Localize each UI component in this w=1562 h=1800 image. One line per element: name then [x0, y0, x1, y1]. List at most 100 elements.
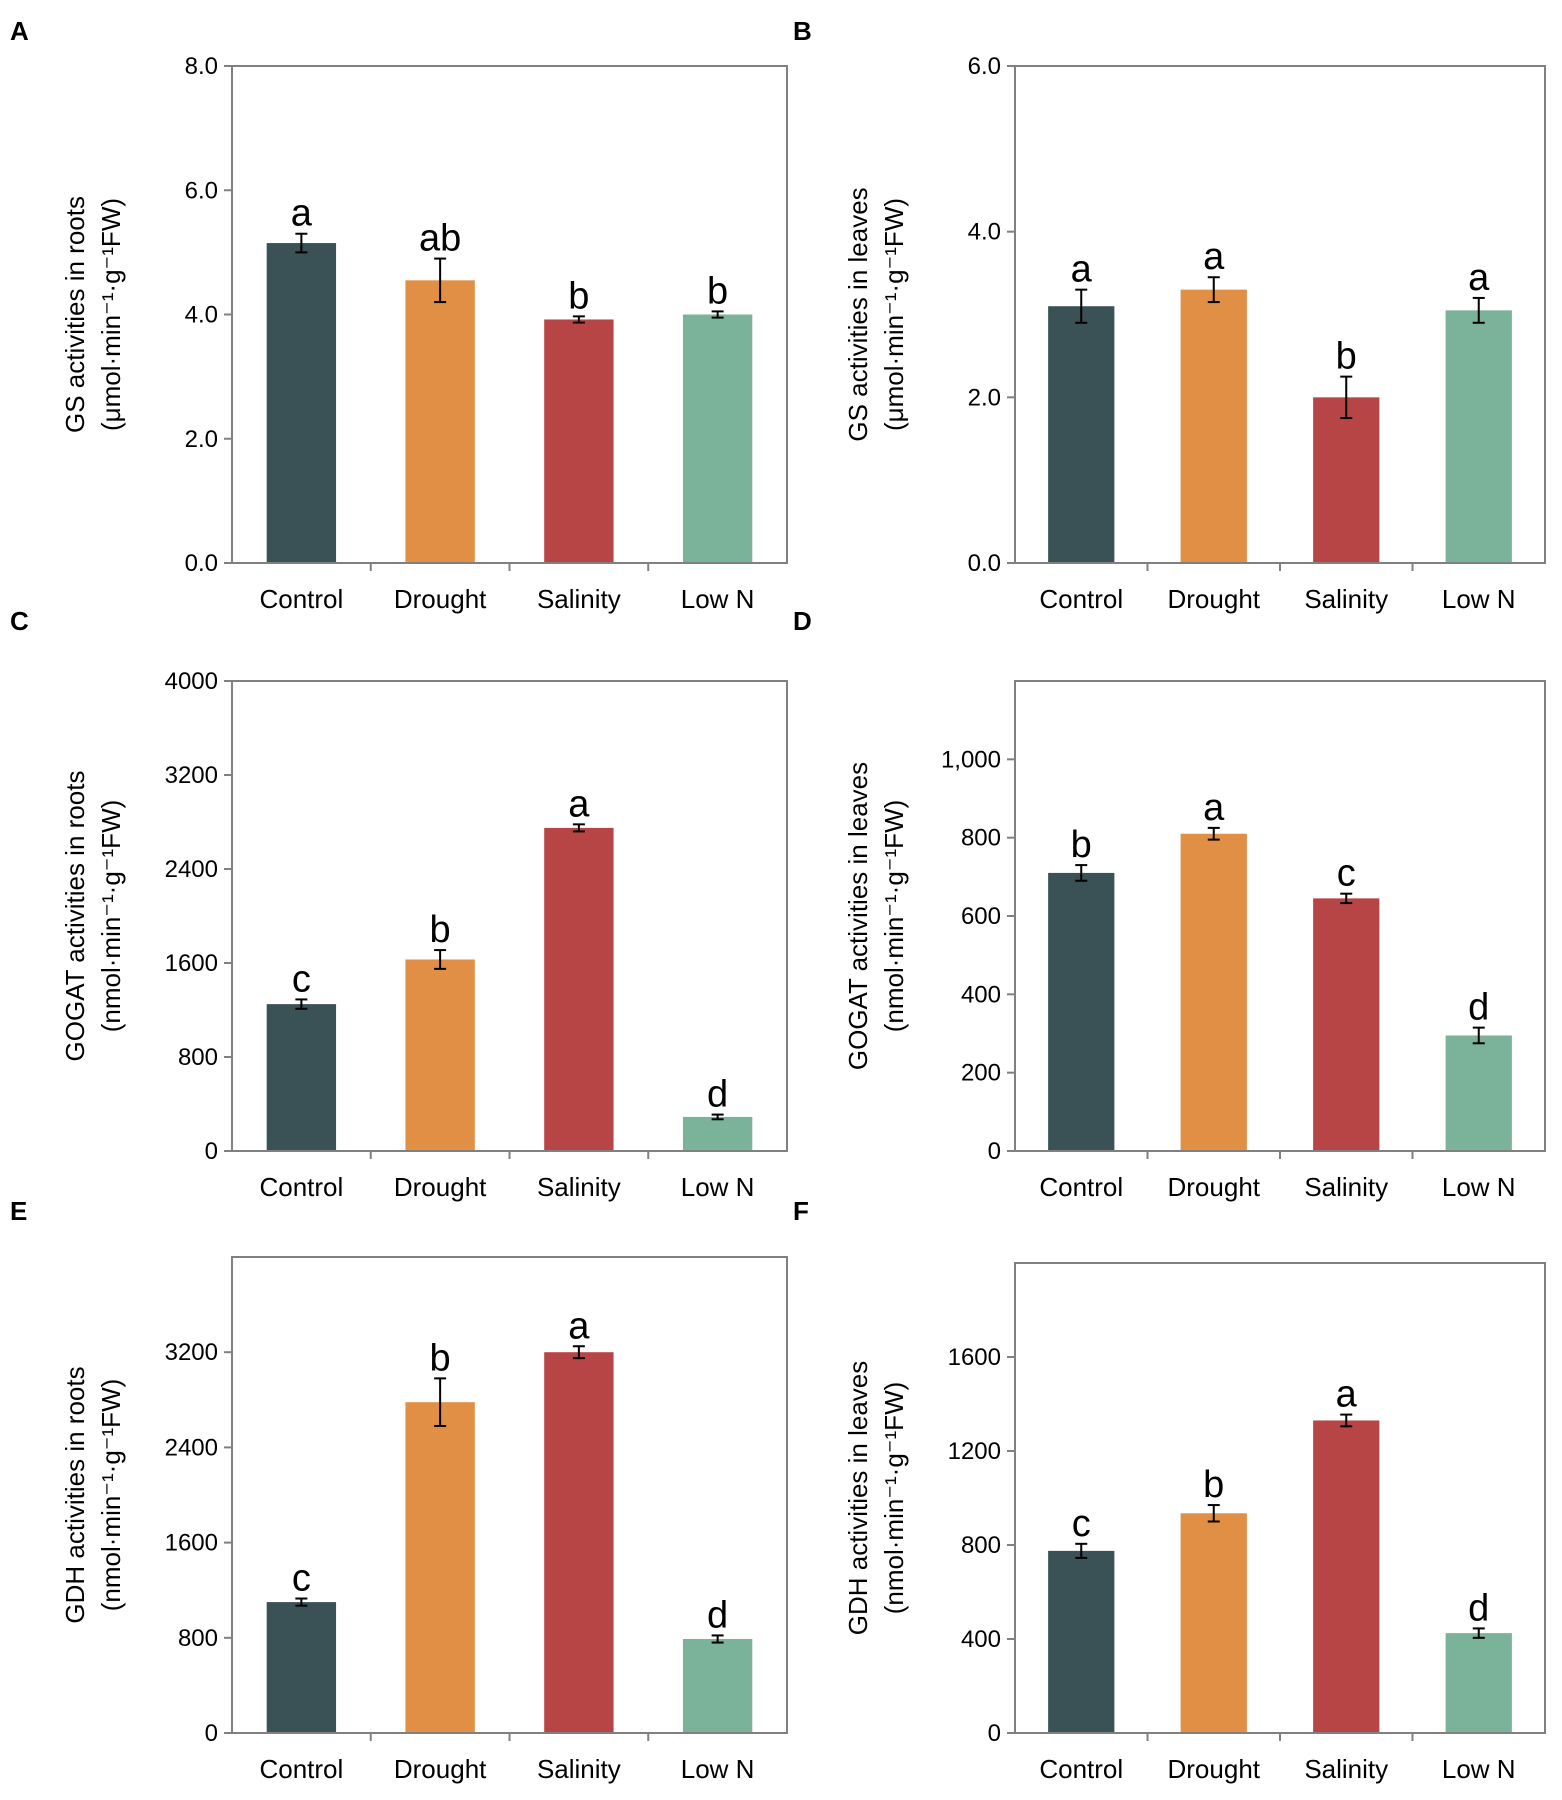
- panel-letter: D: [793, 606, 812, 636]
- significance-label: ab: [419, 218, 461, 260]
- panel-c: C GOGAT activities in roots (nmol·min⁻¹·g⁻…: [10, 606, 788, 1202]
- significance-label: a: [1071, 249, 1093, 291]
- x-tick-label: Control: [1039, 1172, 1123, 1202]
- significance-label: a: [1203, 787, 1225, 829]
- y-axis-label: GS activities in roots: [60, 196, 90, 433]
- panel-b: B GS activities in leaves (μmol·min⁻¹·g⁻¹F…: [793, 16, 1546, 614]
- bar-drought: [405, 959, 475, 1151]
- x-tick-label: Drought: [1168, 1172, 1261, 1202]
- x-tick-label: Low N: [1442, 1754, 1516, 1784]
- panel-d: D GOGAT activities in leaves (nmol·min⁻¹·g…: [793, 606, 1546, 1202]
- y-tick-label: 2.0: [185, 426, 218, 453]
- significance-label: b: [1071, 824, 1092, 866]
- y-tick-label: 6.0: [185, 177, 218, 204]
- panel-a: A GS activities in roots (μmol·min⁻¹·g⁻¹FW…: [10, 16, 788, 614]
- bar-low-n: [1445, 310, 1512, 563]
- y-axis-unit-label: (nmol·min⁻¹·g⁻¹FW): [879, 1382, 909, 1615]
- significance-label: b: [430, 909, 451, 951]
- panel-letter: E: [10, 1196, 27, 1226]
- plot-frame: [231, 680, 788, 1152]
- significance-label: d: [707, 1594, 728, 1636]
- y-tick-label: 200: [961, 1060, 1001, 1087]
- bar-drought: [405, 280, 475, 563]
- y-tick-label: 800: [178, 1625, 218, 1652]
- y-axis-label: GDH activities in leaves: [843, 1361, 873, 1636]
- x-tick-label: Drought: [394, 1754, 487, 1784]
- plot-frame: [1014, 1262, 1546, 1734]
- y-tick-label: 0: [988, 1720, 1001, 1747]
- x-tick-label: Salinity: [1304, 584, 1388, 614]
- y-tick-label: 2400: [165, 856, 218, 883]
- bar-drought: [1180, 833, 1247, 1151]
- y-tick-label: 6.0: [968, 53, 1001, 80]
- bar-low-n: [682, 314, 753, 563]
- y-tick-label: 0: [205, 1138, 218, 1165]
- x-tick-label: Drought: [1168, 584, 1261, 614]
- bar-low-n: [682, 1638, 753, 1733]
- bar-salinity: [1313, 898, 1380, 1151]
- bar-drought: [1180, 289, 1247, 563]
- significance-label: b: [568, 275, 589, 317]
- y-tick-label: 800: [961, 1532, 1001, 1559]
- bar-salinity: [544, 827, 614, 1151]
- significance-label: b: [1203, 1464, 1224, 1506]
- y-tick-label: 0.0: [185, 550, 218, 577]
- x-tick-label: Drought: [1168, 1754, 1261, 1784]
- x-tick-label: Low N: [1442, 1172, 1516, 1202]
- significance-label: c: [1072, 1503, 1091, 1545]
- y-tick-label: 800: [178, 1044, 218, 1071]
- bar-control: [1048, 872, 1115, 1151]
- y-tick-label: 0: [988, 1138, 1001, 1165]
- x-tick-label: Low N: [681, 1172, 755, 1202]
- bar-salinity: [1313, 397, 1380, 563]
- y-axis-label: GDH activities in roots: [60, 1366, 90, 1623]
- significance-label: a: [568, 1305, 590, 1347]
- y-tick-label: 1200: [948, 1438, 1001, 1465]
- y-tick-label: 400: [961, 1626, 1001, 1653]
- x-tick-label: Salinity: [1304, 1754, 1388, 1784]
- panel-letter: B: [793, 16, 812, 46]
- x-tick-label: Drought: [394, 584, 487, 614]
- significance-label: d: [1468, 1587, 1489, 1629]
- bar-salinity: [1313, 1420, 1380, 1733]
- significance-label: b: [1336, 336, 1357, 378]
- panel-letter: C: [10, 606, 29, 636]
- bar-control: [266, 243, 337, 563]
- y-tick-label: 2.0: [968, 384, 1001, 411]
- significance-label: a: [1468, 257, 1490, 299]
- y-tick-label: 1600: [165, 1530, 218, 1557]
- bar-salinity: [544, 1352, 614, 1733]
- y-tick-label: 1,000: [941, 746, 1001, 773]
- panel-f: F GDH activities in leaves (nmol·min⁻¹·g⁻¹…: [793, 1196, 1546, 1784]
- significance-label: c: [292, 1558, 311, 1600]
- y-tick-label: 3200: [165, 762, 218, 789]
- significance-label: b: [430, 1337, 451, 1379]
- panel-letter: A: [10, 16, 29, 46]
- y-tick-label: 1600: [165, 950, 218, 977]
- y-axis-label: GOGAT activities in leaves: [843, 762, 873, 1070]
- significance-label: d: [1468, 987, 1489, 1029]
- y-tick-label: 4.0: [185, 302, 218, 329]
- x-tick-label: Salinity: [537, 1172, 621, 1202]
- bar-control: [1048, 306, 1115, 563]
- plot-frame: [1014, 65, 1546, 564]
- y-tick-label: 1600: [948, 1344, 1001, 1371]
- x-tick-label: Salinity: [537, 1754, 621, 1784]
- x-tick-label: Control: [1039, 1754, 1123, 1784]
- plot-frame: [231, 1256, 788, 1734]
- panel-letter: F: [793, 1196, 809, 1226]
- y-axis-unit-label: (nmol·min⁻¹·g⁻¹FW): [879, 800, 909, 1033]
- bar-low-n: [1445, 1633, 1512, 1733]
- significance-label: a: [1336, 1374, 1358, 1416]
- y-axis-label: GS activities in leaves: [843, 187, 873, 441]
- y-axis-unit-label: (nmol·min⁻¹·g⁻¹FW): [96, 1379, 126, 1612]
- y-tick-label: 2400: [165, 1434, 218, 1461]
- bar-salinity: [544, 319, 614, 563]
- x-tick-label: Drought: [394, 1172, 487, 1202]
- bar-low-n: [682, 1116, 753, 1151]
- bar-control: [1048, 1550, 1115, 1733]
- x-tick-label: Control: [259, 584, 343, 614]
- y-tick-label: 0: [205, 1720, 218, 1747]
- significance-label: a: [1203, 236, 1225, 278]
